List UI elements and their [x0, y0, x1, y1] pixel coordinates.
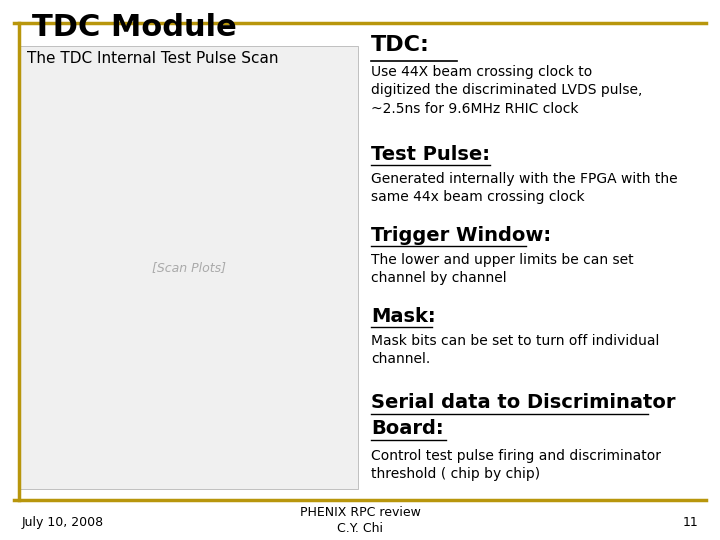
Text: Test Pulse:: Test Pulse:: [371, 145, 490, 164]
Text: Use 44X beam crossing clock to
digitized the discriminated LVDS pulse,
~2.5ns fo: Use 44X beam crossing clock to digitized…: [371, 65, 642, 116]
FancyBboxPatch shape: [19, 46, 358, 489]
Text: PHENIX RPC review: PHENIX RPC review: [300, 507, 420, 519]
Text: TDC Module: TDC Module: [32, 14, 237, 43]
Text: Generated internally with the FPGA with the
same 44x beam crossing clock: Generated internally with the FPGA with …: [371, 172, 678, 204]
Text: TDC:: TDC:: [371, 35, 430, 55]
Text: Board:: Board:: [371, 419, 444, 438]
Text: [Scan Plots]: [Scan Plots]: [152, 261, 225, 274]
Text: 11: 11: [683, 516, 698, 529]
Text: The TDC Internal Test Pulse Scan: The TDC Internal Test Pulse Scan: [27, 51, 278, 66]
Text: Control test pulse firing and discriminator
threshold ( chip by chip): Control test pulse firing and discrimina…: [371, 449, 661, 481]
Text: The lower and upper limits be can set
channel by channel: The lower and upper limits be can set ch…: [371, 253, 634, 285]
Text: Mask bits can be set to turn off individual
channel.: Mask bits can be set to turn off individ…: [371, 334, 660, 366]
Text: C.Y. Chi: C.Y. Chi: [337, 522, 383, 535]
Text: Serial data to Discriminator: Serial data to Discriminator: [371, 393, 675, 412]
Text: July 10, 2008: July 10, 2008: [22, 516, 104, 529]
Text: Mask:: Mask:: [371, 307, 436, 326]
Text: Trigger Window:: Trigger Window:: [371, 226, 551, 245]
